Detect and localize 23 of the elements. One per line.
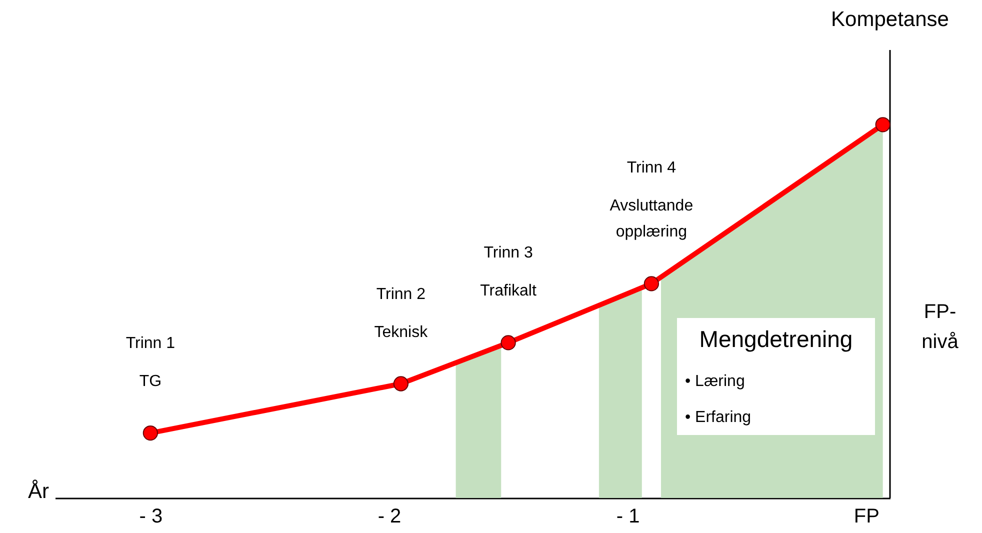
annotation: Mengdetrening bbox=[699, 326, 853, 352]
y-axis-title: Kompetanse bbox=[831, 8, 949, 31]
x-tick-label: - 1 bbox=[616, 506, 640, 528]
annotation: Avsluttande opplæring bbox=[610, 198, 694, 241]
x-tick-label: - 2 bbox=[378, 506, 402, 528]
annotation: Trafikalt bbox=[480, 282, 537, 300]
annotation: Teknisk bbox=[374, 324, 429, 341]
point bbox=[875, 117, 890, 132]
x-tick-label: FP bbox=[854, 506, 880, 528]
text: FP- nivå bbox=[922, 301, 960, 353]
annotation: TG bbox=[139, 373, 162, 390]
point bbox=[142, 425, 158, 441]
annotation: Trinn 2 bbox=[376, 286, 426, 303]
point bbox=[644, 276, 659, 292]
point bbox=[500, 335, 516, 350]
x-axis-title: År bbox=[28, 479, 50, 503]
annotation: • Læring bbox=[685, 373, 745, 390]
annotation: • Erfaring bbox=[685, 409, 752, 426]
annotation: Trinn 4 bbox=[626, 160, 676, 177]
x-tick-label: - 3 bbox=[139, 506, 163, 528]
annotation: Trinn 3 bbox=[484, 244, 533, 262]
annotation: Trinn 1 bbox=[126, 335, 176, 352]
point bbox=[393, 376, 408, 392]
